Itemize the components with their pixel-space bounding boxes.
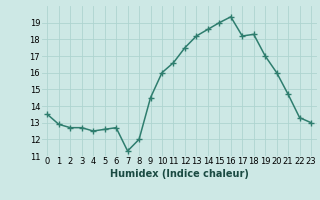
X-axis label: Humidex (Indice chaleur): Humidex (Indice chaleur): [110, 169, 249, 179]
